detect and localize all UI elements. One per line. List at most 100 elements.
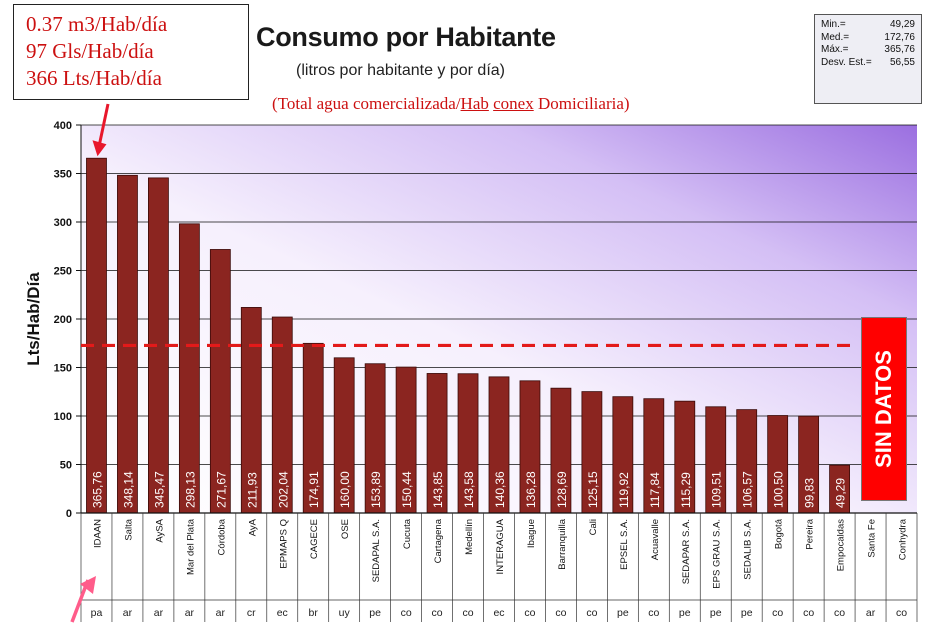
conversion-m3: 0.37 m3/Hab/día	[26, 12, 168, 36]
bar-value-label: 119,92	[617, 472, 631, 508]
category-label: Acuavalle	[650, 519, 661, 560]
bar-value-label: 99,83	[803, 478, 817, 508]
bar-value-label: 115,29	[679, 472, 693, 508]
category-label: SEDAPAR S.A.	[681, 519, 692, 584]
category-label: CAGECE	[309, 519, 320, 559]
category-label: SEDALIB S.A.	[743, 519, 754, 580]
conversion-gls: 97 Gls/Hab/día	[26, 39, 154, 63]
bar-value-label: 160,00	[338, 471, 352, 508]
country-code: co	[586, 607, 597, 619]
bar-value-label: 211,93	[245, 472, 259, 508]
country-code: pe	[369, 607, 381, 619]
bar	[178, 223, 200, 514]
bar-value-label: 106,57	[741, 471, 755, 508]
category-label: Cucuta	[402, 518, 413, 549]
bar-value-label: 365,76	[90, 471, 104, 508]
category-label: Cali	[588, 519, 599, 535]
bar-value-label: 150,44	[400, 471, 414, 508]
bar-value-label: 348,14	[121, 471, 135, 508]
conversion-box: 0.37 m3/Hab/día 97 Gls/Hab/día 366 Lts/H…	[13, 4, 249, 100]
country-code: pe	[710, 607, 722, 619]
y-tick-label: 400	[54, 120, 72, 132]
country-code: co	[772, 607, 783, 619]
category-label: Empocaldas	[836, 519, 847, 572]
country-code: co	[648, 607, 659, 619]
stat-med-value: 172,76	[884, 31, 915, 43]
country-code: ar	[185, 607, 195, 619]
sin-datos-label: SIN DATOS	[871, 350, 896, 468]
stat-sd-value: 56,55	[889, 56, 915, 68]
category-label: Bogotá	[774, 518, 785, 549]
bar-value-label: 109,51	[710, 471, 724, 508]
arrow-head	[92, 140, 107, 157]
bar-value-label: 298,13	[183, 471, 197, 508]
bar-value-label: 125,15	[586, 471, 600, 508]
y-tick-label: 50	[60, 460, 72, 472]
country-code: ec	[493, 607, 504, 619]
country-code: pe	[741, 607, 753, 619]
country-code: cr	[247, 607, 256, 619]
arrow-shaft	[98, 103, 110, 145]
bar-value-label: 345,47	[152, 471, 166, 508]
bar-value-label: 100,50	[772, 471, 786, 508]
category-label: EPS GRAU S.A.	[712, 519, 723, 589]
stat-min-label: Min.=	[821, 19, 846, 30]
country-code: co	[401, 607, 412, 619]
country-code: co	[896, 607, 907, 619]
category-label: Santa Fe	[867, 519, 878, 558]
country-code: ar	[154, 607, 164, 619]
y-tick-label: 250	[54, 266, 72, 278]
bar-value-label: 49,29	[834, 478, 848, 508]
country-code: pa	[91, 607, 103, 619]
bar-value-label: 174,91	[307, 471, 321, 508]
bar-value-label: 202,04	[276, 471, 290, 508]
bar	[86, 157, 107, 514]
category-label: Mar del Plata	[185, 518, 196, 575]
country-code: ec	[277, 607, 288, 619]
country-code: br	[309, 607, 319, 619]
bar-value-label: 143,85	[431, 471, 445, 508]
country-code: co	[524, 607, 535, 619]
sin-datos-box: SIN DATOS	[861, 317, 907, 501]
category-label: INTERAGUA	[495, 518, 506, 574]
category-label: Barranquilla	[557, 518, 568, 569]
bar-value-label: 128,69	[555, 471, 569, 508]
country-code: ar	[216, 607, 226, 619]
y-tick-label: 300	[54, 217, 72, 229]
country-code: co	[555, 607, 566, 619]
category-label: EPSEL S.A.	[619, 519, 630, 570]
country-code: co	[462, 607, 473, 619]
category-label: EPMAPS Q	[278, 519, 289, 569]
chart-note: (Total agua comercializada/Hab conex Dom…	[272, 94, 630, 113]
category-label: Medellín	[464, 519, 475, 555]
y-axis-label: Lts/Hab/Día	[24, 272, 43, 366]
stat-max-label: Máx.=	[821, 44, 849, 55]
chart-title: Consumo por Habitante	[256, 22, 556, 52]
country-code: uy	[339, 607, 351, 619]
country-code: ar	[866, 607, 876, 619]
category-label: OSE	[340, 519, 351, 539]
bar-value-label: 143,58	[462, 471, 476, 508]
stat-med-label: Med.=	[821, 31, 850, 43]
category-label: Cartagena	[433, 518, 444, 563]
category-label: Ibague	[526, 519, 537, 548]
country-code: pe	[679, 607, 691, 619]
stat-max-value: 365,76	[884, 44, 915, 55]
conversion-lts: 366 Lts/Hab/día	[26, 66, 162, 90]
bar-value-label: 117,84	[648, 472, 662, 508]
y-tick-label: 200	[54, 314, 72, 326]
y-tick-label: 100	[54, 411, 72, 423]
y-tick-label: 350	[54, 169, 72, 181]
category-label: Conhydra	[898, 518, 909, 560]
bar-value-label: 140,36	[493, 471, 507, 508]
bar-value-label: 153,89	[369, 471, 383, 508]
category-label: Pereira	[805, 518, 816, 549]
stats-box: Min.= 49,29 Med.= 172,76 Máx.= 365,76 Desv.…	[814, 14, 922, 104]
stat-min-value: 49,29	[889, 19, 915, 30]
country-code: co	[432, 607, 443, 619]
category-label: SEDAPAL S.A.	[371, 519, 382, 582]
category-label: AyA	[247, 518, 258, 536]
y-tick-label: 0	[66, 508, 72, 520]
country-code: ar	[123, 607, 133, 619]
country-code: co	[803, 607, 814, 619]
